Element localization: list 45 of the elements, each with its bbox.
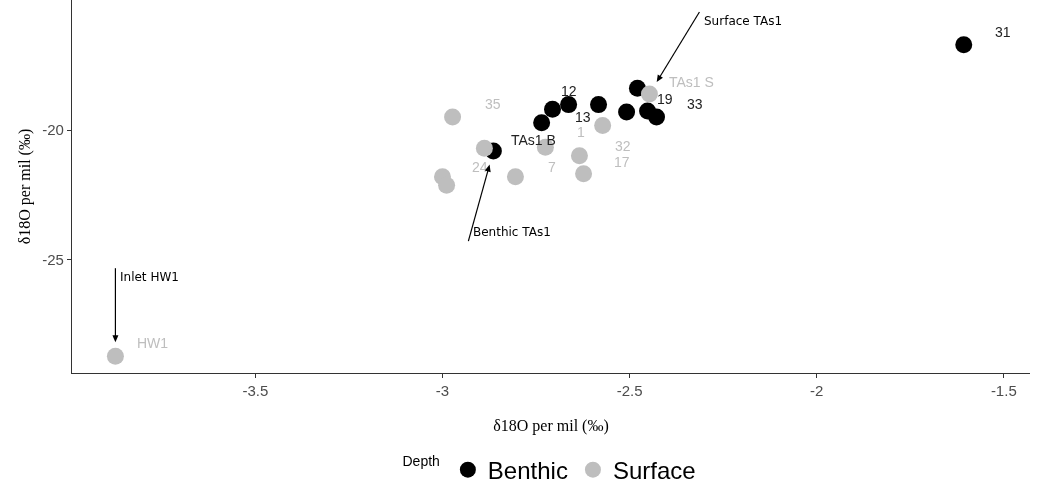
annotation: 12	[561, 83, 577, 99]
point	[575, 165, 593, 183]
x-tick-label: -3.5	[242, 382, 269, 400]
point	[618, 103, 636, 121]
point	[438, 176, 456, 194]
annotation: 7	[548, 159, 556, 175]
point	[444, 108, 462, 126]
x-tick-label: -3	[435, 382, 450, 400]
annotation: 33	[687, 96, 703, 112]
annotation: HW1	[137, 335, 169, 351]
annotation: 13	[575, 109, 591, 125]
annotation: 35	[485, 96, 501, 112]
x-tick-label: -2	[810, 382, 824, 400]
point	[560, 96, 578, 114]
point	[590, 96, 608, 114]
point	[640, 85, 658, 103]
point	[544, 100, 561, 118]
annotation: TAs1 B	[511, 132, 556, 148]
point	[955, 36, 973, 54]
point	[475, 139, 493, 157]
annotation: 17	[614, 154, 630, 170]
point	[594, 117, 612, 135]
x-tick-label: -1.5	[990, 382, 1017, 400]
annotation: 1	[577, 124, 585, 140]
point	[106, 347, 124, 365]
annotation: Inlet HW1	[120, 270, 179, 284]
legend-label: Benthic	[487, 457, 568, 485]
y-tick-label: -25	[42, 250, 64, 268]
annotation: TAs1 S	[669, 74, 714, 90]
y-tick-label: -20	[42, 121, 64, 139]
x-tick-label: -2.5	[616, 382, 643, 400]
point	[648, 108, 666, 126]
annotation: 24	[472, 159, 488, 175]
annotation: 32	[615, 138, 631, 154]
x-axis-title: δ18O per mil (‰)	[493, 417, 609, 436]
legend-label: Surface	[612, 457, 696, 485]
legend-title: Depth	[402, 452, 440, 469]
point	[533, 114, 551, 132]
annotation: 19	[657, 91, 673, 107]
annotation: Surface TAs1	[704, 14, 783, 28]
point	[570, 147, 588, 165]
y-axis-title: δ18O per mil (‰)	[15, 128, 34, 245]
point	[506, 168, 524, 186]
annotation: Benthic TAs1	[473, 225, 551, 239]
annotation: 31	[995, 24, 1011, 40]
